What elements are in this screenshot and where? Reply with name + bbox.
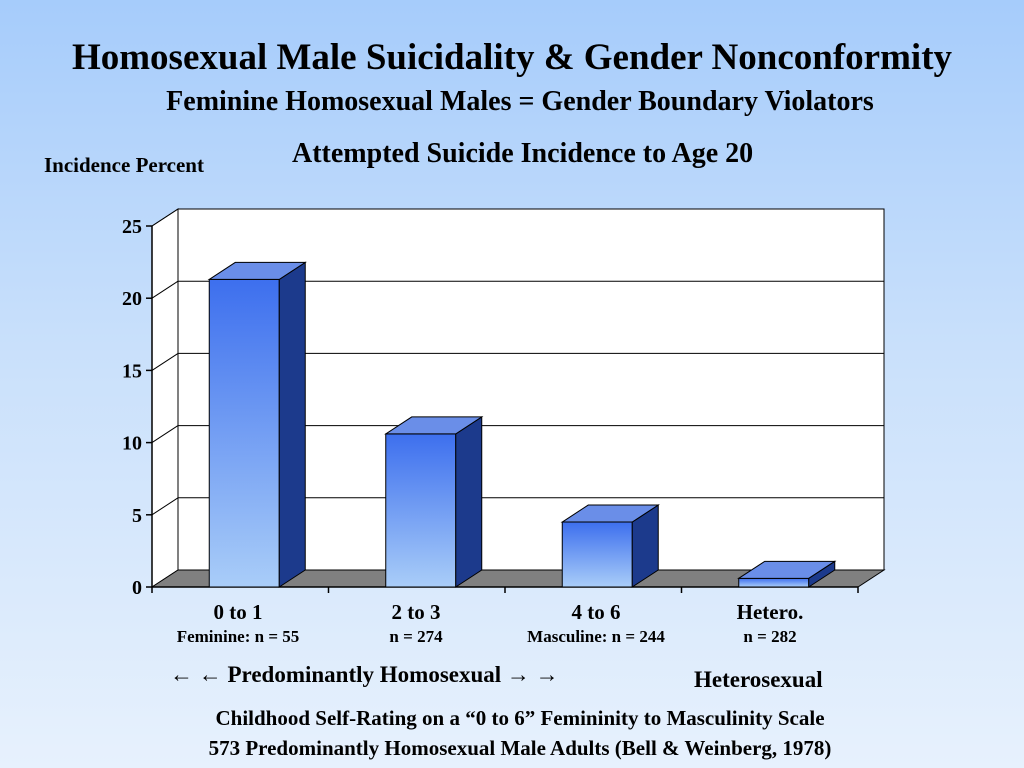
plot-side-wall: [151, 208, 179, 588]
x-tick-label: 4 to 6: [571, 600, 621, 624]
bar-front: [208, 278, 280, 588]
footnote-scale: Childhood Self-Rating on a “0 to 6” Femi…: [215, 706, 825, 730]
y-tick-labels: 0 5 10 15 20 25: [122, 216, 142, 599]
gridline-side: [151, 425, 179, 444]
x-category-0: 0 to 1 Feminine: n = 55: [138, 599, 338, 649]
sample-size-label: n = 282: [743, 627, 797, 646]
slide-subtitle: Feminine Homosexual Males = Gender Bound…: [166, 86, 874, 117]
x-tick-label: Hetero.: [736, 600, 804, 624]
bar-front: [385, 433, 457, 588]
y-tick-label: 10: [122, 433, 142, 455]
bar-top: [384, 416, 484, 435]
y-tick-label: 5: [132, 505, 142, 527]
slide-title: Homosexual Male Suicidality & Gender Non…: [71, 37, 953, 78]
bar-front: [738, 577, 810, 588]
bar: [560, 504, 660, 588]
x-category-1: 2 to 3 n = 274: [326, 599, 506, 649]
bar-top: [737, 560, 837, 579]
bar: [384, 416, 484, 588]
x-category-2: 4 to 6 Masculine: n = 244: [496, 599, 696, 649]
gridline-side: [151, 280, 179, 299]
x-tick-label: 0 to 1: [213, 600, 263, 624]
bar-top: [207, 261, 307, 280]
x-category-3: Hetero. n = 282: [690, 599, 850, 649]
bar: [207, 261, 307, 588]
bar-top: [560, 504, 660, 523]
gridline-side: [151, 497, 179, 516]
sample-size-label: Feminine: n = 55: [176, 627, 300, 646]
gridline-side: [151, 352, 179, 371]
gridline-side: [151, 208, 179, 227]
y-tick-label: 20: [122, 288, 142, 310]
bar-front: [561, 521, 633, 588]
bar-side: [278, 261, 306, 588]
heterosexual-label: Heterosexual: [694, 667, 823, 692]
x-tick-label: 2 to 3: [391, 600, 441, 624]
chart-title: Attempted Suicide Incidence to Age 20: [292, 138, 754, 169]
footnote-source: 573 Predominantly Homosexual Male Adults…: [208, 736, 832, 760]
y-tick-label: 0: [132, 577, 142, 599]
homosexual-range-label: ← ← Predominantly Homosexual → →: [170, 662, 559, 687]
sample-size-label: n = 274: [389, 627, 443, 646]
bar-side: [455, 416, 483, 588]
sample-size-label: Masculine: n = 244: [527, 627, 665, 646]
bars: [207, 261, 837, 588]
y-tick-label: 15: [122, 360, 142, 382]
y-tick-label: 25: [122, 216, 142, 238]
bar: [737, 560, 837, 588]
